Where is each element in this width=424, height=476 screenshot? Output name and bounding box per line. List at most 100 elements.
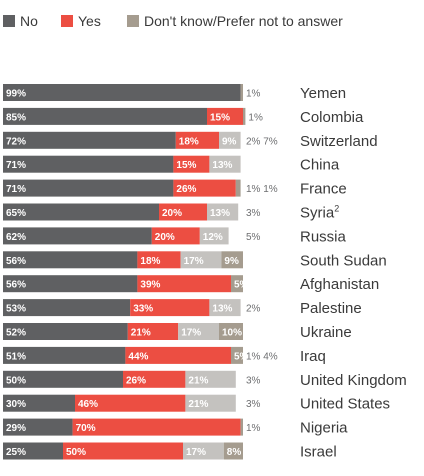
bar-segment (235, 179, 241, 197)
bar-row: 52% 21% 17% 10% (3, 323, 243, 340)
bar-segment (240, 84, 243, 101)
bar-segment (173, 179, 236, 197)
bar-segment (137, 275, 231, 293)
country-label: Colombia (300, 109, 364, 126)
bar-segment (72, 418, 241, 436)
bar-value-label: 18% (140, 256, 160, 267)
bar-value-label: 70% (76, 423, 96, 434)
bar-value-label: 15% (176, 160, 196, 171)
bar-segment (3, 323, 128, 340)
bar-value-label: 21% (188, 399, 208, 410)
legend-swatch-2 (127, 15, 139, 27)
bar-segment (3, 179, 174, 197)
bars-group: 99% 1% 85% 15% 1% 72% 18% 9% 2% 7% 71% 15% 13% 71% 26… (3, 84, 278, 460)
country-label: Russia (300, 228, 347, 245)
legend-swatch-0 (3, 15, 15, 27)
country-label: Nigeria (300, 420, 348, 437)
bar-segment (183, 442, 224, 460)
bar-row: 99% 1% (3, 84, 261, 101)
bar-value-label: 26% (176, 184, 196, 195)
bar-value-label: 50% (6, 375, 26, 386)
bar-row: 85% 15% 1% (3, 107, 263, 125)
bar-row: 30% 46% 21% 3% (3, 394, 261, 412)
bar-segment (3, 131, 176, 149)
bar-segment (3, 155, 174, 173)
bar-value-label: 65% (6, 208, 26, 219)
bar-segment (127, 323, 179, 340)
bar-segment (3, 370, 123, 388)
bar-segment (243, 107, 246, 125)
outside-value-label: 3% (246, 399, 261, 410)
bar-row: 65% 20% 13% 3% (3, 203, 261, 221)
bar-value-label: 17% (186, 447, 206, 458)
bar-segment (130, 299, 210, 317)
chart-legend: No Yes Don't know/Prefer not to answer (3, 13, 343, 29)
bar-value-label: 17% (184, 256, 204, 267)
bar-value-label: 21% (131, 328, 151, 339)
bar-segment (3, 84, 241, 101)
bar-value-label: 13% (210, 208, 230, 219)
outside-value-label: 1% (246, 89, 261, 100)
bar-segment (199, 227, 229, 245)
bar-segment (223, 442, 243, 460)
bar-value-label: 33% (133, 304, 153, 315)
bar-segment (221, 251, 243, 269)
bar-segment (185, 394, 236, 412)
outside-value-label: 2% (246, 304, 261, 315)
bar-value-label: 56% (6, 256, 26, 267)
outside-value-label: 1% 1% (246, 184, 278, 195)
country-label: France (300, 181, 347, 198)
bar-value-label: 72% (6, 136, 26, 147)
bar-value-label: 62% (6, 232, 26, 243)
bar-value-label: 20% (162, 208, 182, 219)
bar-row: 25% 50% 17% 8% (3, 442, 243, 460)
bar-row: 71% 26% 1% 1% (3, 179, 278, 197)
bar-row: 29% 70% 1% (3, 418, 261, 436)
bar-row: 56% 18% 17% 9% (3, 251, 243, 269)
country-label: Switzerland (300, 133, 378, 150)
bar-segment (3, 442, 63, 460)
outside-value-label: 1% (246, 423, 261, 434)
bar-segment (231, 346, 243, 364)
bar-value-label: 25% (6, 447, 26, 458)
bar-value-label: 5% (234, 280, 249, 291)
country-label: Yemen (300, 85, 346, 102)
bar-value-label: 13% (212, 304, 232, 315)
bar-row: 50% 26% 21% 3% (3, 370, 261, 388)
country-label: United States (300, 396, 390, 413)
bar-segment (63, 442, 183, 460)
bar-segment (231, 275, 243, 293)
bar-value-label: 13% (212, 160, 232, 171)
bar-segment (123, 370, 186, 388)
bar-value-label: 9% (222, 136, 237, 147)
country-label: South Sudan (300, 252, 387, 269)
bar-value-label: 29% (6, 423, 26, 434)
bar-segment (219, 131, 241, 149)
outside-value-label: 1% 4% (246, 351, 278, 362)
bar-row: 53% 33% 13% 2% (3, 299, 261, 317)
bar-value-label: 8% (227, 447, 242, 458)
bar-value-label: 50% (66, 447, 86, 458)
outside-value-label: 3% (246, 208, 261, 219)
bar-segment (3, 346, 126, 364)
bar-value-label: 99% (6, 89, 26, 100)
outside-value-label: 5% (246, 232, 261, 243)
bar-value-label: 9% (224, 256, 239, 267)
bar-value-label: 56% (6, 280, 26, 291)
bar-segment (209, 299, 241, 317)
bar-row: 71% 15% 13% (3, 155, 241, 173)
bar-segment (137, 251, 181, 269)
bar-row: 56% 39% 5% (3, 275, 249, 293)
country-label: China (300, 157, 340, 174)
bar-segment (3, 107, 207, 125)
country-label: Ukraine (300, 324, 352, 341)
country-label: Palestine (300, 300, 362, 317)
bar-segment (3, 299, 131, 317)
bar-value-label: 21% (188, 375, 208, 386)
legend-swatch-1 (61, 15, 73, 27)
bar-value-label: 46% (78, 399, 98, 410)
bar-value-label: 71% (6, 160, 26, 171)
legend-label-1: Yes (78, 13, 101, 29)
country-label: Afghanistan (300, 276, 379, 293)
country-label: United Kingdom (300, 372, 407, 389)
